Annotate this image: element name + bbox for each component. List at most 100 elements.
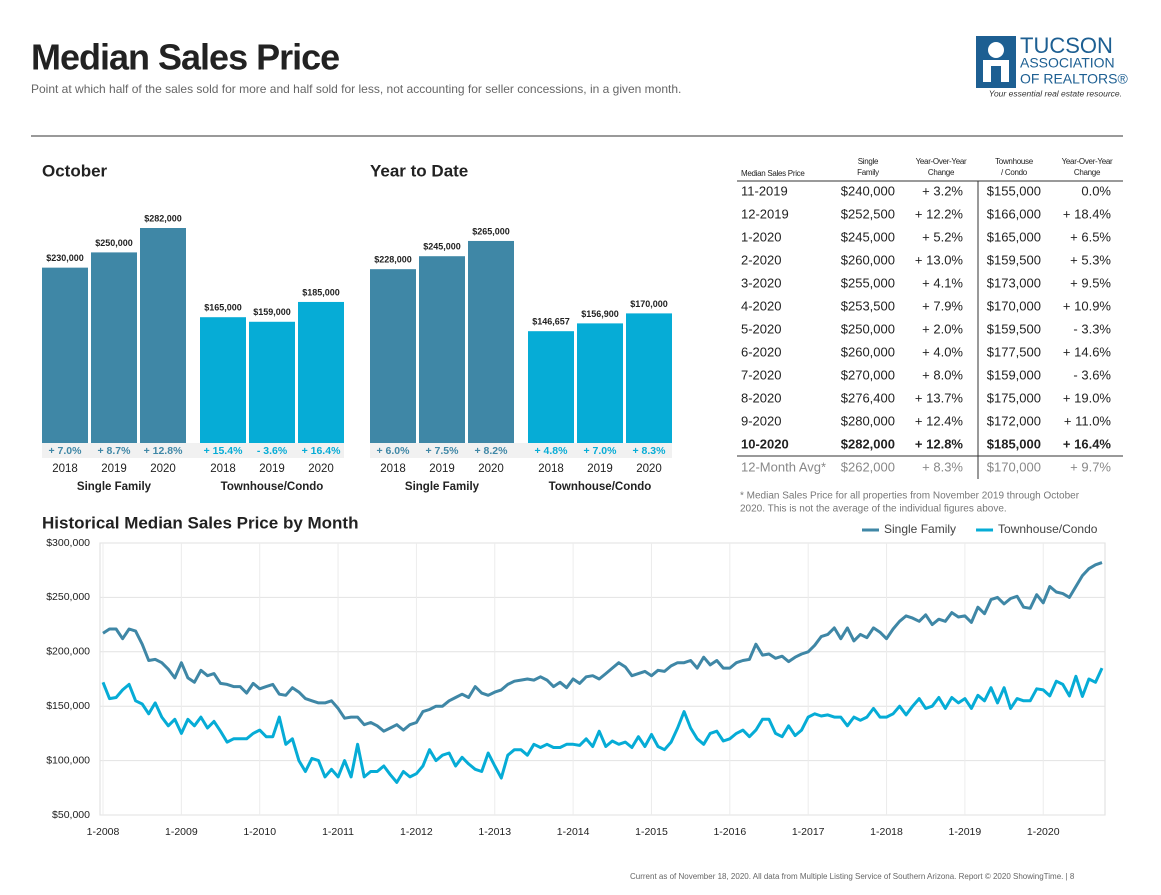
table-cell: $159,000 [987,367,1041,382]
bar [249,321,295,443]
change-label: + 8.3% [633,445,667,457]
value-label: $165,000 [204,303,242,313]
table-cell: $280,000 [841,413,895,428]
y-tick-label: $50,000 [52,809,90,821]
group-label: Townhouse/Condo [549,481,652,493]
change-label: + 8.2% [475,445,509,457]
page-subtitle: Point at which half of the sales sold fo… [31,82,681,96]
table-cell: 6-2020 [741,344,781,359]
table-cell: $252,500 [841,206,895,221]
table-cell: + 13.0% [915,252,964,267]
change-label: + 6.0% [377,445,411,457]
value-label: $282,000 [144,213,182,223]
column-header: Townhouse [995,157,1034,166]
y-tick-label: $200,000 [46,646,90,658]
logo-line1: TUCSON [1020,33,1113,58]
x-tick-label: 2018 [380,463,406,475]
bar [200,317,246,443]
change-label: + 7.0% [49,445,83,457]
x-tick-label: 1-2010 [243,826,276,838]
table-cell: + 2.0% [922,321,963,336]
line [102,561,1103,733]
change-label: + 8.7% [98,445,132,457]
x-tick-label: 2020 [478,463,504,475]
logo-sun [988,42,1004,58]
table-cell: + 12.8% [915,436,964,451]
x-tick-label: 1-2014 [557,826,590,838]
x-tick-label: 1-2012 [400,826,433,838]
value-label: $159,000 [253,307,291,317]
summary-cell: $262,000 [841,459,895,474]
x-tick-label: 2019 [259,463,285,475]
change-label: + 15.4% [204,445,243,457]
table-cell: $260,000 [841,344,895,359]
column-header: Median Sales Price [741,169,805,178]
table-cell: + 7.9% [922,298,963,313]
column-header: Year-Over-Year [1062,157,1113,166]
group-label: Single Family [405,481,480,493]
y-tick-label: $250,000 [46,591,90,603]
x-tick-label: 1-2008 [87,826,120,838]
table-cell: 2-2020 [741,252,781,267]
table-cell: $282,000 [841,436,895,451]
table-cell: $165,000 [987,229,1041,244]
group-label: Single Family [77,481,152,493]
bar [370,269,416,443]
table-cell: $245,000 [841,229,895,244]
bar [528,331,574,443]
table-cell: 4-2020 [741,298,781,313]
table-cell: + 6.5% [1070,229,1111,244]
table-cell: + 18.4% [1063,206,1112,221]
table-cell: $270,000 [841,367,895,382]
table-cell: 11-2019 [741,183,788,198]
value-label: $185,000 [302,287,340,297]
table-cell: + 4.1% [922,275,963,290]
x-tick-label: 2018 [210,463,236,475]
column-header: / Condo [1001,168,1028,177]
table-cell: 9-2020 [741,413,781,428]
table-cell: $185,000 [987,436,1041,451]
table-cell: + 16.4% [1063,436,1112,451]
value-label: $230,000 [46,253,84,263]
table-cell: + 14.6% [1063,344,1112,359]
plot-frame [99,542,1106,816]
summary-cell: + 8.3% [922,459,963,474]
panel-title: Year to Date [370,161,468,180]
table-cell: + 13.7% [915,390,964,405]
group-label: Townhouse/Condo [221,481,324,493]
y-tick-label: $150,000 [46,700,90,712]
legend-label: Single Family [884,522,956,536]
legend-label: Townhouse/Condo [998,522,1098,536]
x-tick-label: 1-2019 [949,826,982,838]
value-label: $228,000 [374,255,412,265]
column-header: Year-Over-Year [916,157,967,166]
logo-door [991,66,1001,82]
table-cell: + 12.2% [915,206,964,221]
x-tick-label: 1-2011 [322,826,354,838]
footer: Current as of November 18, 2020. All dat… [630,872,1075,881]
table-cell: $166,000 [987,206,1041,221]
table-cell: 8-2020 [741,390,781,405]
table-cell: $170,000 [987,298,1041,313]
change-band [42,443,344,458]
table-cell: 1-2020 [741,229,781,244]
bar [626,313,672,443]
value-label: $265,000 [472,226,510,236]
table-cell: $177,500 [987,344,1041,359]
column-header: Single [858,157,879,166]
x-tick-label: 1-2015 [635,826,668,838]
logo-line3: OF REALTORS® [1020,71,1129,87]
table-cell: $155,000 [987,183,1041,198]
table-cell: 3-2020 [741,275,781,290]
bar [577,323,623,443]
x-tick-label: 2020 [308,463,334,475]
y-tick-label: $300,000 [46,537,90,549]
logo: TUCSON ASSOCIATION OF REALTORS® Your ess… [976,33,1129,98]
table-cell: $175,000 [987,390,1041,405]
table-cell: + 12.4% [915,413,964,428]
table-cell: $159,500 [987,252,1041,267]
table-cell: $240,000 [841,183,895,198]
value-label: $156,900 [581,309,619,319]
y-tick-label: $100,000 [46,754,90,766]
